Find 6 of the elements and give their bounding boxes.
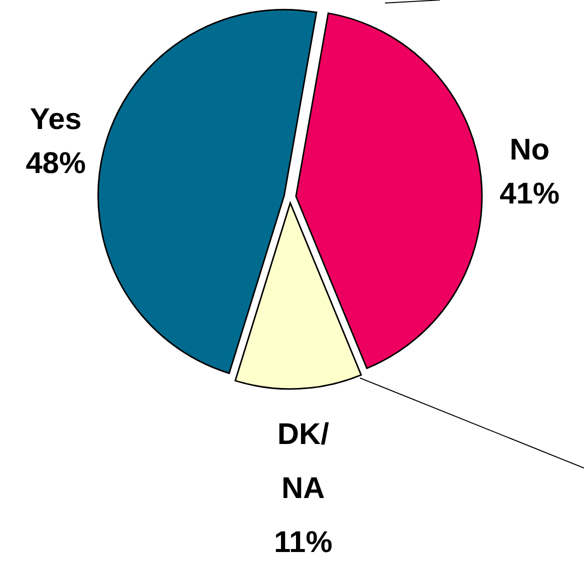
slice-label: No	[510, 133, 550, 166]
slice-label: Yes	[30, 102, 82, 136]
slice-label: DK/NA	[277, 418, 330, 506]
data-label: 11%	[274, 526, 332, 560]
data-label: 48%	[26, 146, 86, 180]
data-label: 41%	[500, 177, 560, 210]
